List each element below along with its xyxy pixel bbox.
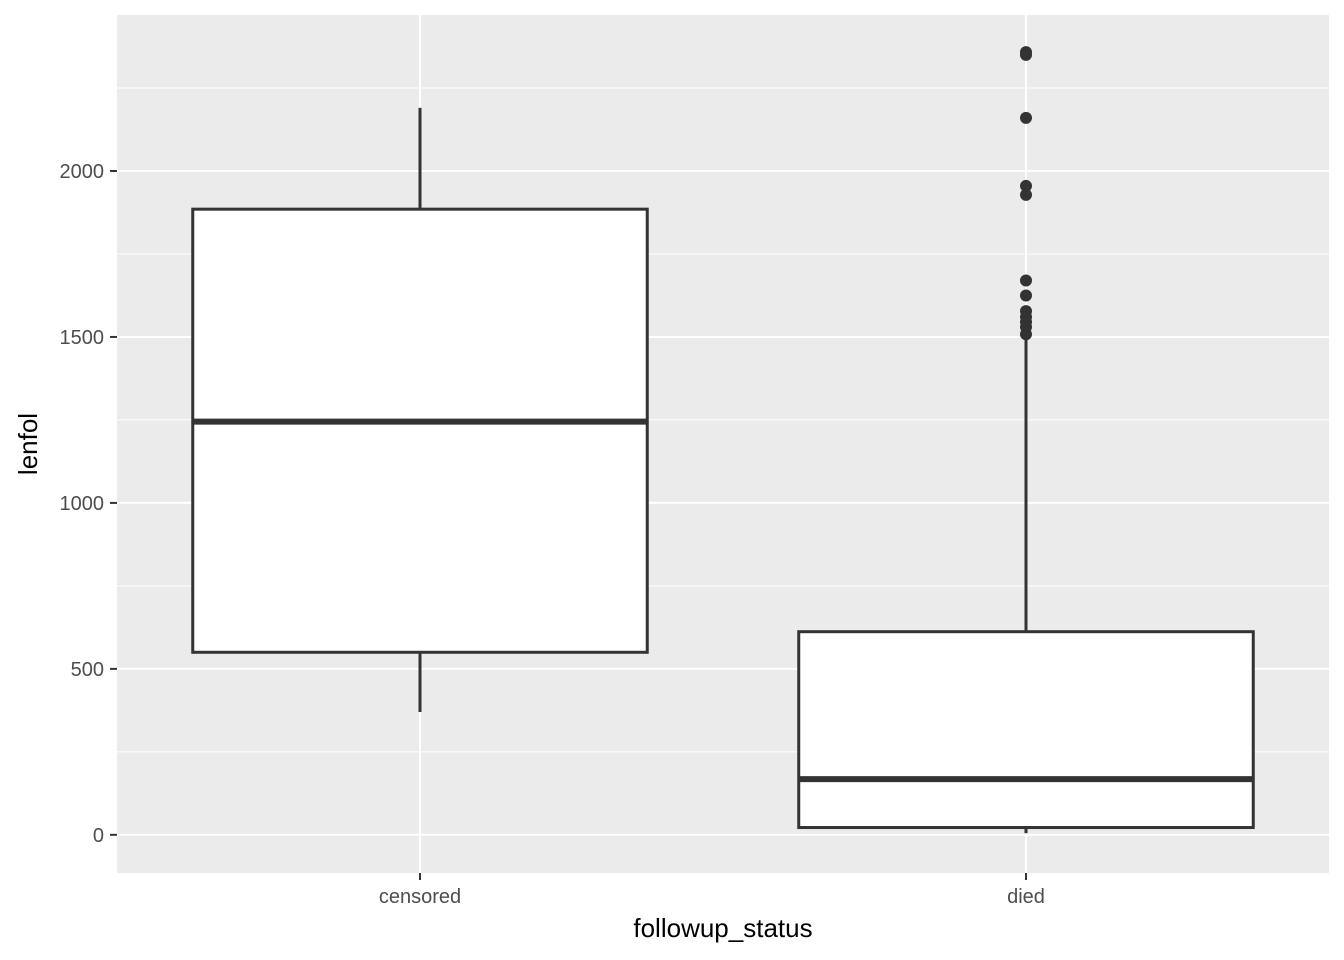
iqr-box [191,207,649,654]
outlier-point [1020,188,1032,201]
x-axis-title: followup_status [633,913,812,943]
box-series [191,46,1255,834]
outlier-point [1020,289,1032,302]
y-tick-label: 1500 [60,327,105,349]
x-axis: censored died [379,873,1045,908]
outlier-point [1020,305,1032,318]
outlier-point [1020,111,1032,124]
y-tick-label: 0 [93,825,104,847]
y-tick-label: 500 [71,659,104,681]
y-tick-label: 2000 [60,161,105,183]
box-censored [191,107,649,713]
x-tick-label-censored: censored [379,886,461,908]
outlier-point [1020,46,1032,59]
box-died [797,46,1255,834]
iqr-box [797,630,1255,830]
outlier-point [1020,274,1032,287]
x-tick-label-died: died [1007,886,1045,908]
y-axis: 0 500 1000 1500 2000 [60,161,117,847]
y-tick-label: 1000 [60,493,105,515]
outlier-point [1020,179,1032,192]
y-axis-title: lenfol [13,413,43,475]
